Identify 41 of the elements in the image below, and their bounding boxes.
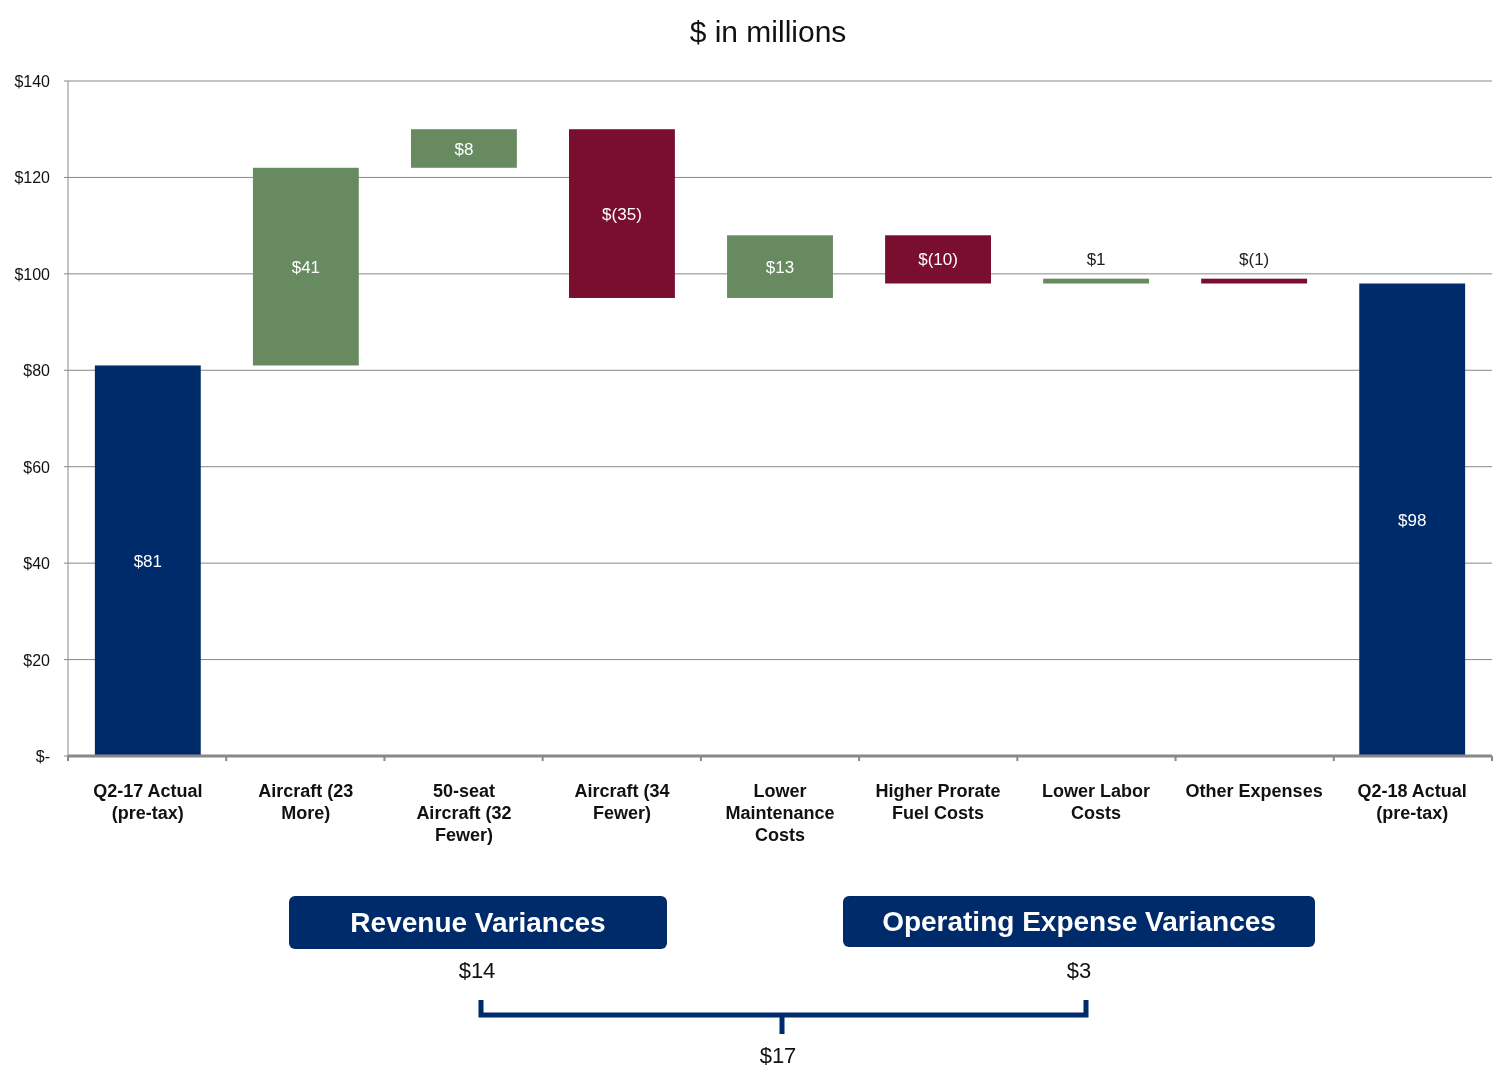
data-label: $(35) (602, 204, 642, 224)
data-label: $(1) (1239, 249, 1270, 269)
data-label: $(10) (918, 250, 958, 270)
y-tick-label: $80 (23, 362, 51, 380)
text: Operating Expense Variances (882, 906, 1276, 937)
text: $14 (458, 958, 496, 983)
y-tick-label: $20 (23, 651, 51, 669)
chart-title: $ in millions (689, 15, 847, 48)
bar (410, 129, 517, 168)
y-tick-label: $40 (23, 555, 51, 573)
x-tick-label: Q2-17 Actual (pre-tax) (93, 781, 203, 823)
data-label: $81 (133, 551, 162, 571)
y-tick-label: $- (35, 748, 50, 765)
data-label: $8 (454, 139, 474, 159)
bar (885, 235, 991, 284)
bar (1201, 278, 1308, 284)
x-tick-label: Aircraft (23 More) (258, 781, 354, 823)
data-label: $13 (765, 257, 795, 277)
text: $3 (1066, 958, 1092, 983)
x-tick-label: Aircraft (34 Fewer) (574, 781, 670, 823)
x-tick-label: Higher Prorate Fuel Costs (875, 781, 1001, 823)
y-tick-label: $120 (14, 169, 51, 187)
x-tick-label: 50-seat Aircraft (32 Fewer) (416, 781, 512, 845)
y-tick-label: $140 (14, 73, 51, 90)
x-tick-label: Q2-18 Actual (pre-tax) (1357, 781, 1467, 823)
bar (94, 365, 201, 756)
bar (252, 167, 359, 366)
bar (569, 129, 675, 298)
x-tick-label: Other Expenses (1185, 781, 1323, 801)
y-tick-label: $60 (23, 458, 51, 476)
data-label: $98 (1398, 510, 1427, 530)
x-tick-label: Lower Labor Costs (1042, 781, 1151, 823)
data-label: $41 (291, 257, 321, 277)
bar (1043, 278, 1150, 284)
bar (1359, 283, 1466, 756)
bar (727, 235, 833, 298)
x-tick-label: Lower Maintenance Costs (725, 781, 835, 845)
text: $17 (759, 1043, 797, 1068)
text: Revenue Variances (350, 907, 606, 938)
y-tick-label: $100 (14, 265, 51, 283)
data-label: $1 (1086, 249, 1106, 269)
